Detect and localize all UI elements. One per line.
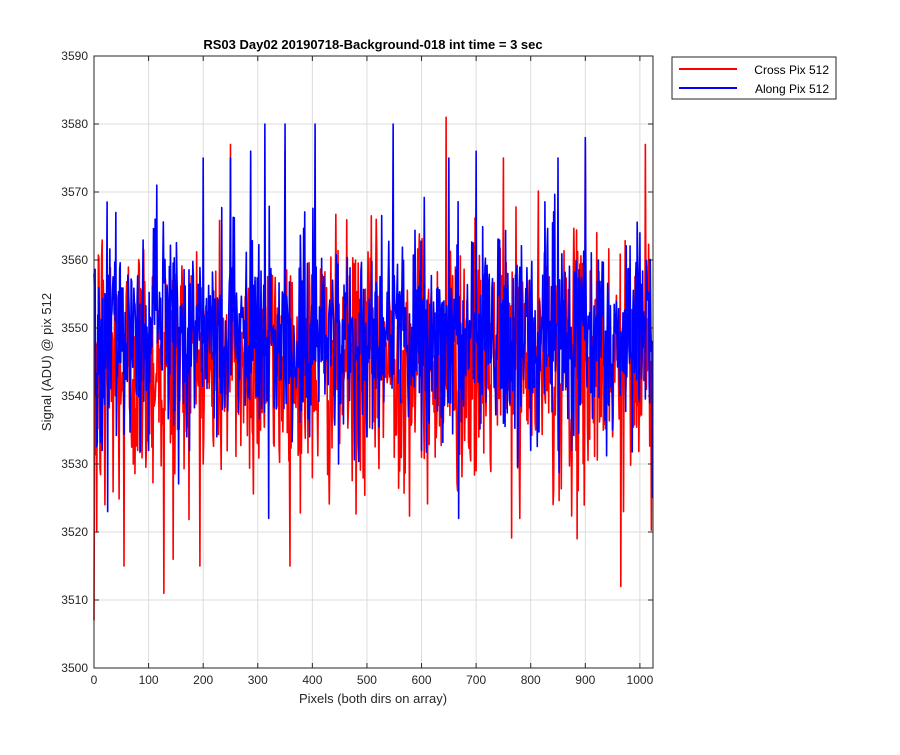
x-tick-label: 500: [357, 673, 377, 687]
y-tick-label: 3540: [61, 389, 88, 403]
y-tick-label: 3580: [61, 117, 88, 131]
x-tick-label: 300: [248, 673, 268, 687]
x-tick-label: 800: [521, 673, 541, 687]
legend-label-along: Along Pix 512: [755, 82, 829, 96]
x-tick-label: 900: [575, 673, 595, 687]
y-axis-label: Signal (ADU) @ pix 512: [39, 293, 54, 431]
y-tick-label: 3510: [61, 593, 88, 607]
y-tick-label: 3550: [61, 321, 88, 335]
x-axis-label: Pixels (both dirs on array): [299, 691, 447, 706]
chart-title: RS03 Day02 20190718-Background-018 int t…: [203, 37, 542, 52]
x-tick-label: 600: [412, 673, 432, 687]
y-tick-label: 3570: [61, 185, 88, 199]
series-line-along-pix-512: [93, 123, 654, 520]
legend-box: [671, 56, 837, 100]
axis-ticks: 0 100 200 300 400 500 600 700 800 900 1000 3500 3510…: [61, 49, 653, 687]
x-tick-label: 200: [193, 673, 213, 687]
y-tick-label: 3520: [61, 525, 88, 539]
y-tick-label: 3560: [61, 253, 88, 267]
x-tick-label: 0: [91, 673, 98, 687]
x-tick-label: 400: [302, 673, 322, 687]
series-lines: [93, 116, 654, 621]
x-tick-label: 1000: [627, 673, 654, 687]
legend-label-cross: Cross Pix 512: [754, 63, 829, 77]
x-tick-label: 100: [139, 673, 159, 687]
x-tick-label: 700: [466, 673, 486, 687]
y-tick-label: 3590: [61, 49, 88, 63]
y-tick-label: 3530: [61, 457, 88, 471]
legend: Cross Pix 512 Along Pix 512: [671, 56, 837, 100]
y-tick-label: 3500: [61, 661, 88, 675]
plot-frame: [93, 55, 654, 669]
